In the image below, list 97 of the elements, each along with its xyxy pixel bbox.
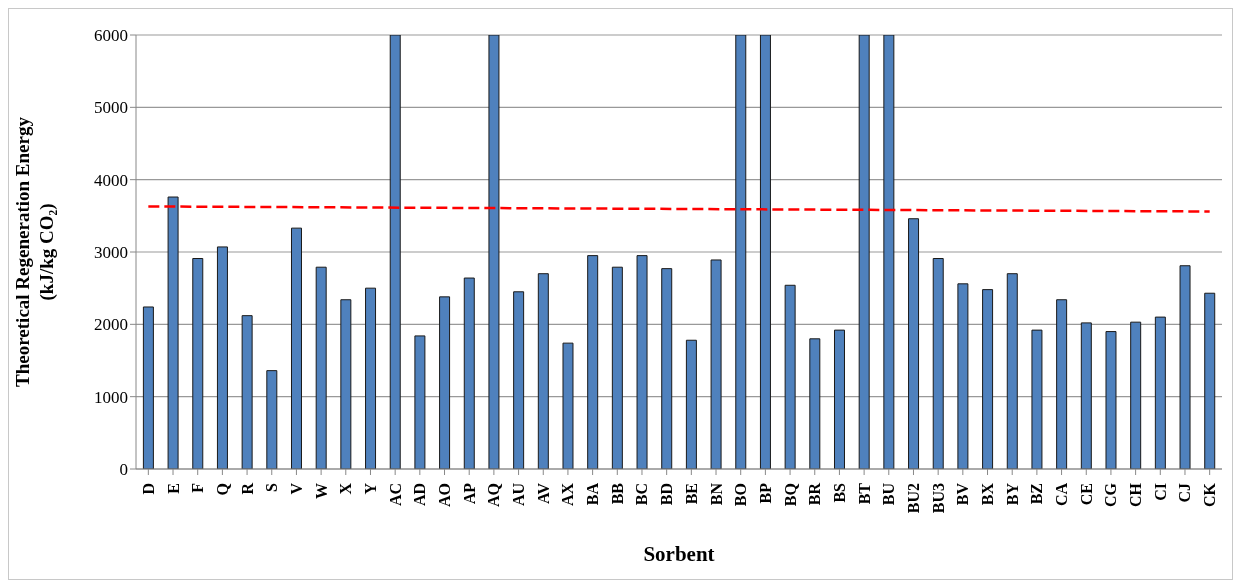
bar (241, 315, 253, 469)
x-tick-label: S (263, 482, 281, 492)
x-tick-label: BO (732, 483, 750, 507)
x-tick-label: AP (460, 482, 478, 505)
bar (759, 35, 771, 469)
y-tick-label: 6000 (94, 26, 128, 46)
bar (858, 35, 870, 469)
x-tick-label: BU (880, 482, 898, 506)
x-tick-label: BU2 (904, 483, 922, 514)
x-tick-label: CH (1127, 482, 1145, 507)
x-tick-label: F (189, 482, 207, 493)
bar (266, 370, 278, 469)
x-tick-label: BV (954, 482, 972, 506)
y-tick-label: 2000 (94, 315, 128, 335)
x-tick-label: BD (658, 483, 676, 506)
bar (1031, 329, 1043, 469)
bar (1179, 265, 1191, 469)
x-tick-label: Y (361, 482, 379, 495)
bar (809, 338, 821, 469)
bar (439, 296, 451, 469)
x-tick-label: CI (1151, 483, 1169, 501)
x-tick-label: BA (584, 482, 602, 506)
bar (636, 255, 648, 469)
y-tick-label: 0 (119, 460, 128, 480)
bar (562, 342, 574, 469)
x-tick-label: BT (855, 482, 873, 505)
bar (661, 268, 673, 469)
y-tick-label: 3000 (94, 243, 128, 263)
y-tick-label: 4000 (94, 170, 128, 190)
bar (883, 35, 895, 469)
bar (932, 258, 944, 469)
x-tick-label: BB (608, 482, 626, 505)
bar (414, 335, 426, 469)
x-tick-label: AQ (485, 483, 503, 507)
x-tick-label: R (238, 482, 256, 495)
x-tick-label: CE (1077, 483, 1095, 506)
x-tick-label: BX (979, 482, 997, 506)
y-axis-title: Theoretical Regeneration Energy (kJ/kg CO₂) (12, 116, 58, 387)
bar (784, 284, 796, 469)
bar (685, 339, 697, 469)
bar (340, 299, 352, 469)
x-tick-label: AX (559, 482, 577, 507)
x-tick-label: CJ (1176, 483, 1194, 503)
x-tick-label: CA (1053, 482, 1071, 507)
x-tick-label: BY (1003, 482, 1021, 506)
x-axis-title: Sorbent (643, 542, 715, 566)
x-tick-label: BN (707, 482, 725, 506)
x-tick-label: BZ (1028, 483, 1046, 505)
bar (216, 246, 228, 469)
x-tick-label: AU (510, 482, 528, 507)
bar (1105, 331, 1117, 469)
x-tick-label: AD (411, 483, 429, 507)
bar (908, 218, 920, 469)
bar (463, 277, 475, 469)
y-tick-label: 5000 (94, 98, 128, 118)
bar (142, 306, 154, 469)
bar (1204, 292, 1216, 469)
bar (537, 273, 549, 469)
bar (1080, 322, 1092, 469)
x-tick-label: BU3 (929, 483, 947, 514)
x-tick-label: BP (756, 482, 774, 504)
x-tick-label: BR (806, 482, 824, 506)
bar (611, 266, 623, 469)
bar (1154, 316, 1166, 469)
bar (291, 227, 302, 469)
bar (735, 35, 747, 469)
bar (192, 258, 204, 469)
bar (167, 196, 179, 469)
bar (315, 266, 327, 469)
x-tick-label: AC (386, 483, 404, 507)
bar (513, 291, 525, 469)
bar (1130, 321, 1142, 469)
bar (488, 35, 500, 469)
bar (1056, 299, 1068, 469)
x-tick-label: BQ (781, 483, 799, 507)
x-tick-label: CG (1102, 482, 1120, 507)
bar (1006, 273, 1018, 469)
x-tick-label: BS (830, 482, 848, 503)
bar (982, 289, 994, 469)
x-tick-label: BE (682, 483, 700, 505)
bar (365, 287, 377, 469)
x-tick-label: E (164, 483, 182, 494)
x-tick-label: Q (213, 483, 231, 496)
bar (587, 255, 599, 469)
x-tick-label: AV (534, 482, 552, 505)
bar (389, 35, 401, 469)
x-tick-label: BC (633, 483, 651, 506)
x-tick-label: CK (1201, 482, 1219, 507)
x-tick-label: V (287, 482, 305, 495)
y-tick-label: 1000 (94, 387, 128, 407)
bar (957, 283, 969, 469)
x-tick-label: D (139, 483, 157, 495)
x-tick-label: AO (436, 483, 454, 507)
bar (710, 259, 722, 469)
x-tick-label: X (337, 482, 355, 495)
x-tick-label: W (312, 483, 330, 499)
bar (834, 329, 845, 469)
